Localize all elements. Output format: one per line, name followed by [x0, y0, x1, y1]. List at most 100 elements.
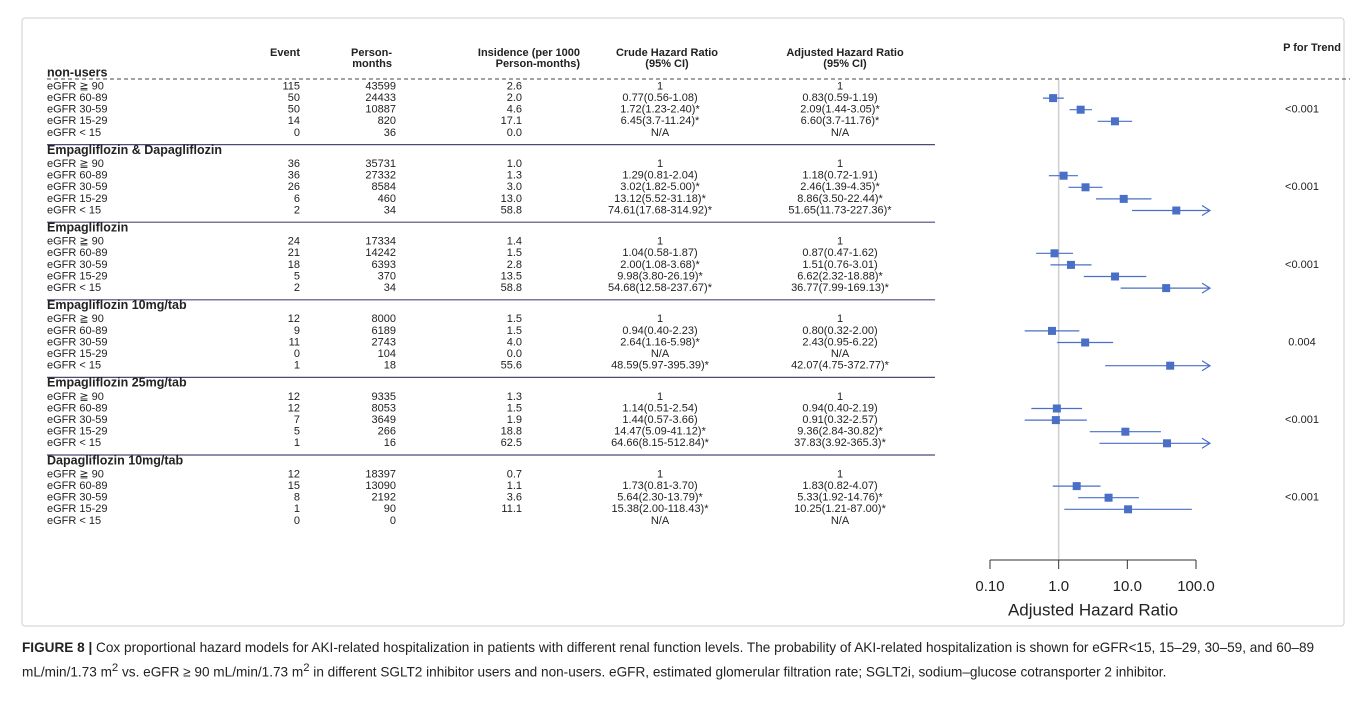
cell: 2.0	[507, 92, 522, 104]
row-label: eGFR 60-89	[47, 170, 108, 182]
row-label: eGFR 30-59	[47, 336, 108, 348]
row-label: eGFR 15-29	[47, 426, 108, 438]
cell: 13.12(5.52-31.18)*	[614, 193, 706, 205]
cell: 1.5	[507, 402, 522, 414]
cell: 3.0	[507, 181, 522, 193]
hr-point	[1162, 284, 1171, 293]
group-name: Empagliflozin & Dapagliflozin	[47, 143, 222, 157]
hr-point	[1052, 404, 1061, 413]
cell: 0.77(0.56-1.08)	[622, 92, 697, 104]
cell: 5.33(1.92-14.76)*	[797, 492, 883, 504]
cell: 1	[657, 391, 663, 403]
row-label: eGFR 15-29	[47, 348, 108, 360]
cell: 1	[294, 503, 300, 515]
cell: 35731	[365, 158, 396, 170]
cell: 62.5	[501, 437, 522, 449]
caption-sup: 2	[111, 662, 119, 674]
cell: N/A	[651, 127, 670, 139]
cell: 8000	[372, 313, 396, 325]
cell: 0.0	[507, 348, 522, 360]
cell: 0.91(0.32-2.57)	[802, 414, 877, 426]
cell: 2.64(1.16-5.98)*	[620, 336, 700, 348]
cell: 9.98(3.80-26.19)*	[617, 270, 703, 282]
group-name: Empagliflozin 10mg/tab	[47, 298, 187, 312]
cell: 1.3	[507, 391, 522, 403]
row-label: eGFR ≧ 90	[47, 313, 104, 325]
cell: 2	[294, 204, 300, 216]
cell: 0.94(0.40-2.19)	[802, 402, 877, 414]
cell: 1	[657, 468, 663, 480]
cell: 460	[378, 193, 396, 205]
figure-frame	[21, 17, 1345, 627]
cell: 1	[657, 80, 663, 92]
cell: 1	[837, 391, 843, 403]
hr-point	[1048, 326, 1057, 335]
cell: 1	[837, 313, 843, 325]
cell: 2	[294, 282, 300, 294]
cell: 370	[378, 270, 396, 282]
cell: 2.00(1.08-3.68)*	[620, 259, 700, 271]
cell: 36	[288, 170, 300, 182]
x-tick-label: 0.10	[975, 578, 1004, 595]
hr-point	[1111, 272, 1120, 281]
cell: 7	[294, 414, 300, 426]
p-trend: <0.001	[1285, 181, 1319, 193]
cell: 24433	[365, 92, 396, 104]
cell: 11	[289, 336, 300, 348]
column-header: Event	[270, 47, 300, 59]
group-name: Dapagliflozin 10mg/tab	[47, 453, 183, 467]
cell: 1.04(0.58-1.87)	[622, 247, 697, 259]
cell: 34	[384, 204, 396, 216]
row-label: eGFR 15-29	[47, 193, 108, 205]
hr-point	[1124, 505, 1133, 514]
cell: 11.1	[501, 503, 522, 515]
p-trend: <0.001	[1285, 414, 1319, 426]
caption-text: Cox proportional hazard models for AKI-r…	[22, 640, 1315, 680]
group-name: non-users	[47, 65, 107, 79]
cell: 16	[384, 437, 396, 449]
hr-point	[1172, 206, 1181, 215]
x-tick-label: 100.0	[1177, 578, 1215, 595]
column-header: (95% CI)	[645, 58, 689, 70]
caption-text: in different SGLT2 inhibitor users and n…	[309, 664, 1167, 680]
cell: 10.25(1.21-87.00)*	[794, 503, 886, 515]
cell: 1.3	[507, 170, 522, 182]
column-header: Insidence (per 1000	[478, 47, 580, 59]
cell: 17334	[365, 236, 396, 248]
hr-point	[1119, 194, 1128, 203]
cell: 1.44(0.57-3.66)	[622, 414, 697, 426]
cell: 104	[378, 348, 396, 360]
cell: 1	[657, 158, 663, 170]
cell: 4.0	[507, 336, 522, 348]
cell: 1.9	[507, 414, 522, 426]
cell: 13090	[365, 480, 396, 492]
cell: 0.94(0.40-2.23)	[622, 325, 697, 337]
row-label: eGFR 30-59	[47, 259, 108, 271]
row-label: eGFR < 15	[47, 437, 101, 449]
cell: 0	[294, 515, 300, 527]
cell: 0.0	[507, 127, 522, 139]
p-trend: <0.001	[1285, 104, 1319, 116]
cell: 14.47(5.09-41.12)*	[614, 426, 706, 438]
hr-point	[1059, 171, 1068, 180]
cell: 14	[288, 115, 300, 127]
cell: 1	[837, 236, 843, 248]
cell: 6.62(2.32-18.88)*	[797, 270, 883, 282]
x-axis-label: Adjusted Hazard Ratio	[1008, 600, 1178, 619]
caption: FIGURE 8 | Cox proportional hazard model…	[22, 637, 1342, 683]
cell: 1	[294, 437, 300, 449]
row-label: eGFR < 15	[47, 127, 101, 139]
row-label: eGFR 15-29	[47, 503, 108, 515]
cell: 1.5	[507, 247, 522, 259]
cell: 13.5	[501, 270, 522, 282]
cell: 50	[288, 104, 300, 116]
cell: 26	[288, 181, 300, 193]
hr-point	[1051, 416, 1060, 425]
cell: 4.6	[507, 104, 522, 116]
x-tick-label: 1.0	[1048, 578, 1069, 595]
cell: 2.46(1.39-4.35)*	[800, 181, 880, 193]
row-label: eGFR 15-29	[47, 115, 108, 127]
cell: 5.64(2.30-13.79)*	[617, 492, 703, 504]
cell: 1.18(0.72-1.91)	[802, 170, 877, 182]
cell: 54.68(12.58-237.67)*	[608, 282, 713, 294]
